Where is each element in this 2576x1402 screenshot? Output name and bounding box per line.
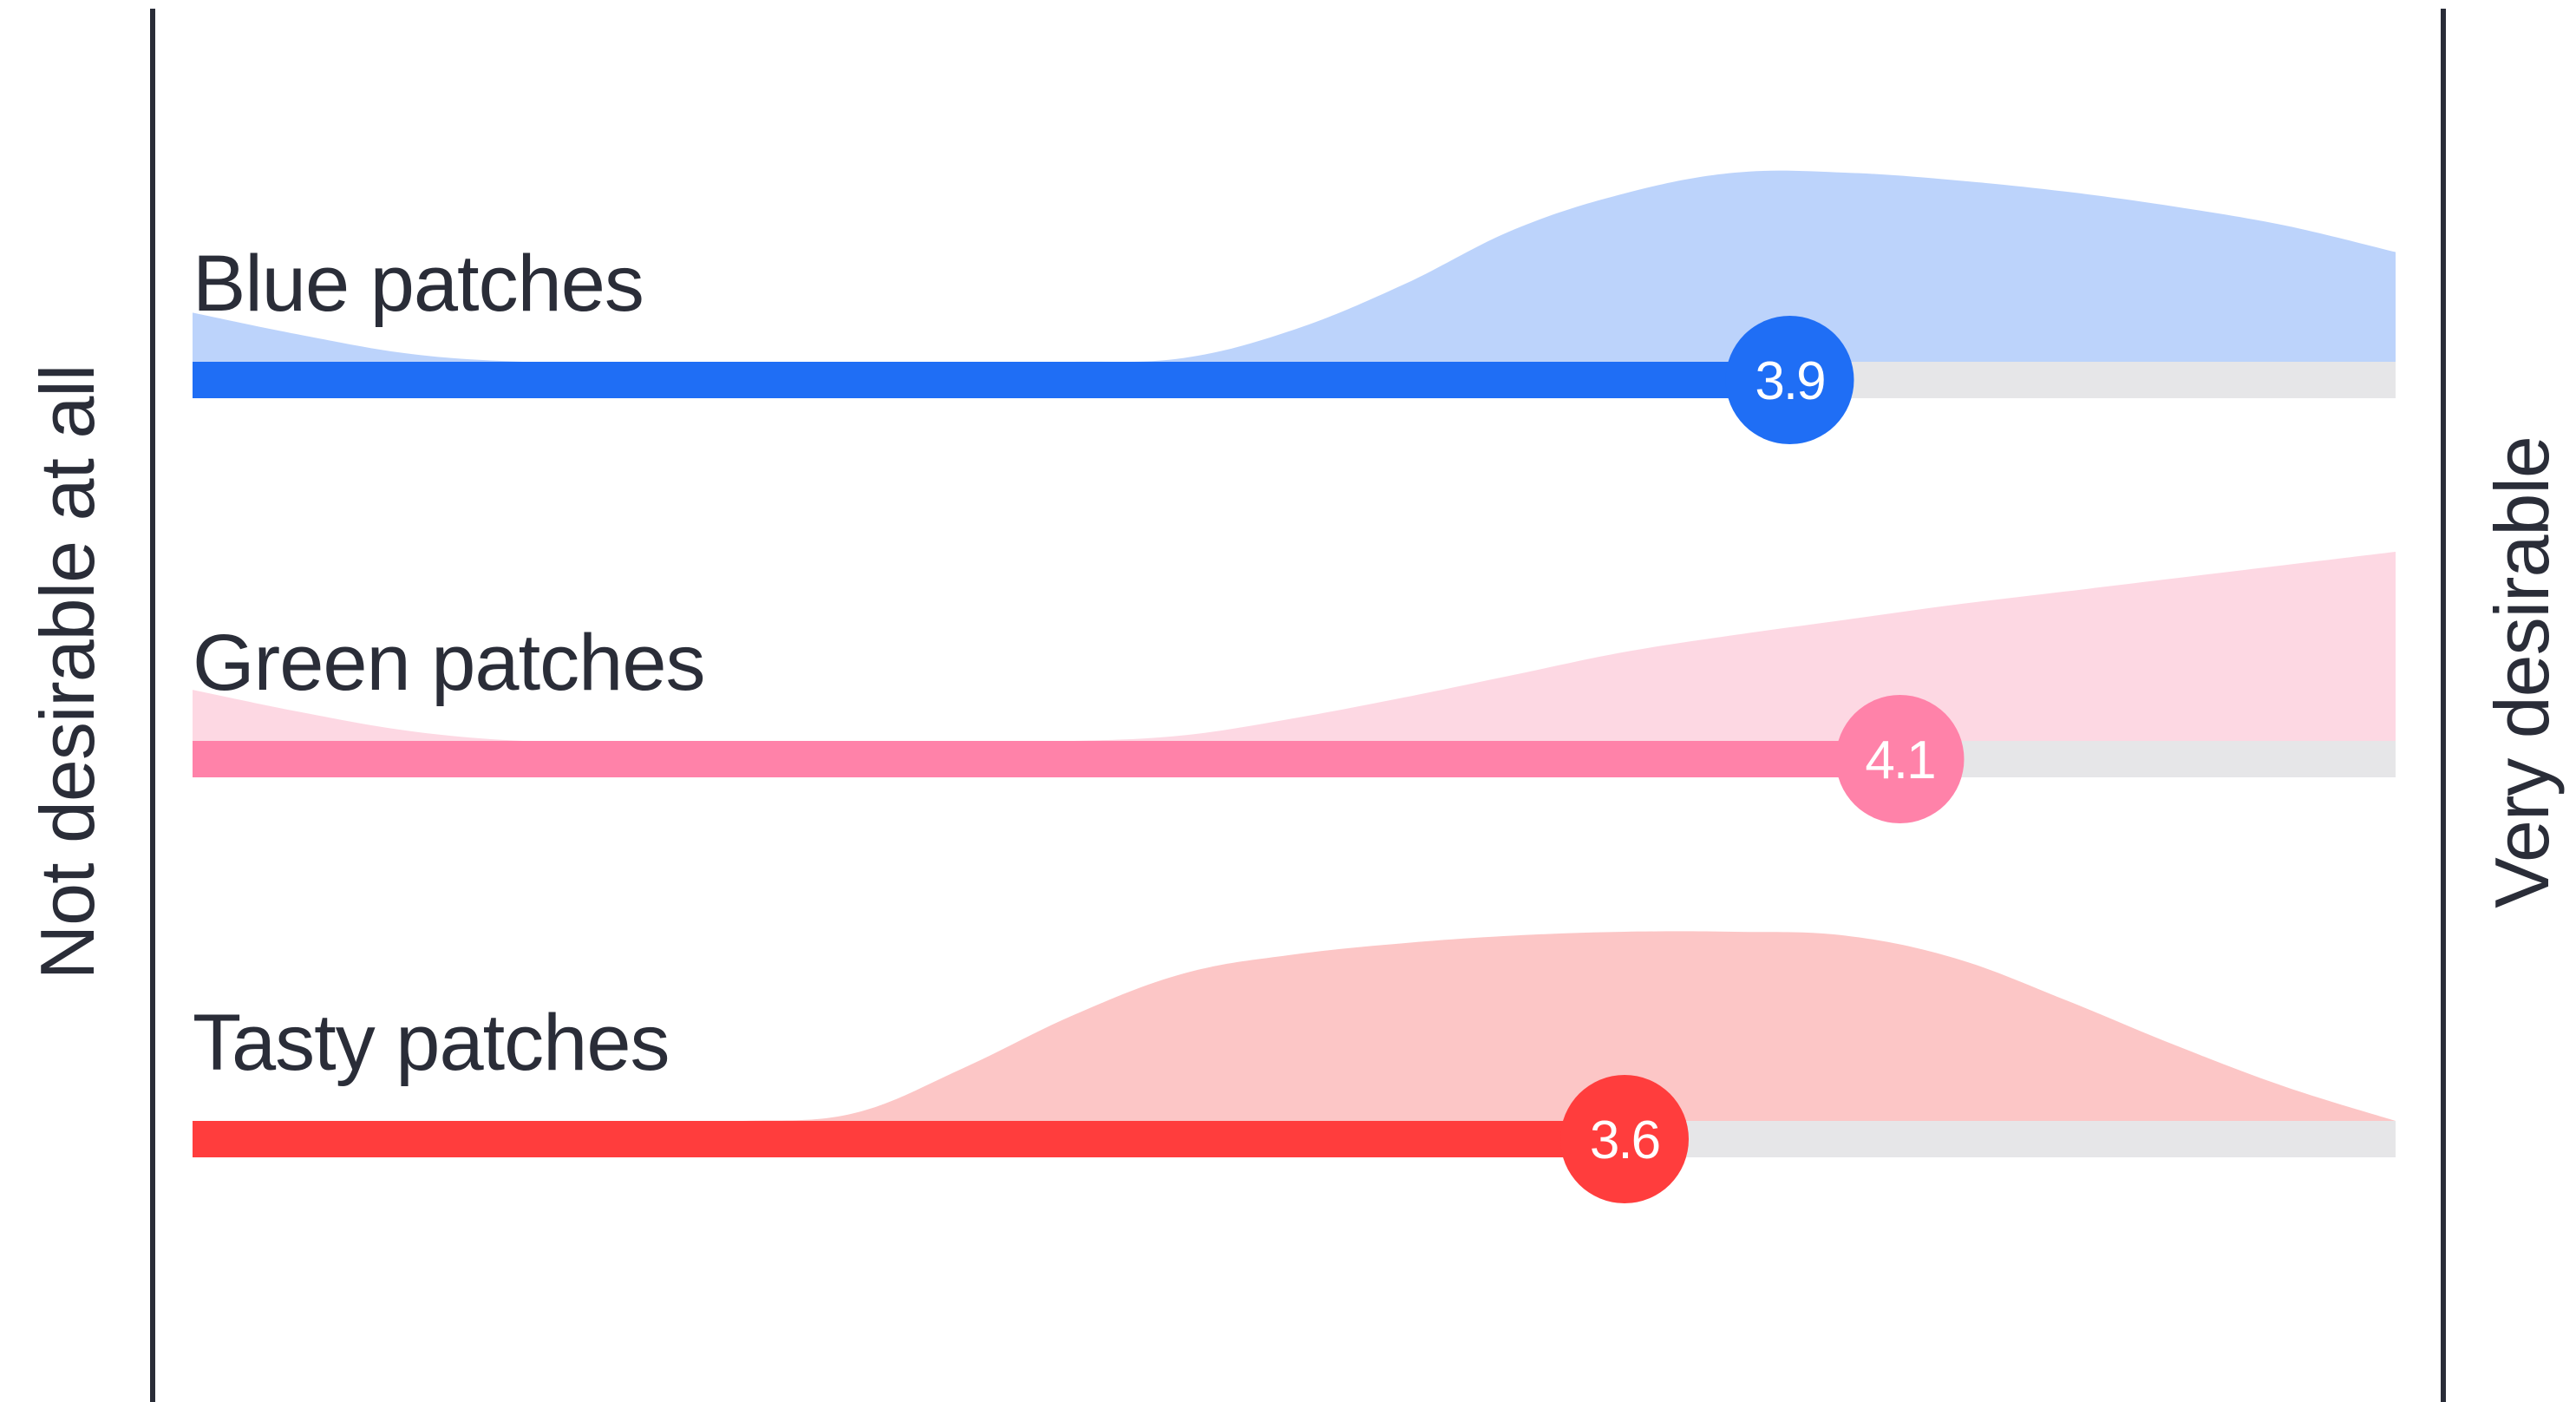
blue-patches-mean-value: 3.9 [1755,351,1824,411]
blue-patches-mean-bar [193,362,1790,398]
tasty-patches-distribution-area [193,931,2396,1122]
tasty-patches-mean-knob [1560,1075,1689,1203]
green-patches-mean-value: 4.1 [1865,730,1934,790]
tasty-patches-label: Tasty patches [193,999,670,1087]
green-patches-distribution-area [193,552,2396,742]
green-patches-mean-knob [1835,695,1965,823]
blue-patches-distribution-area [193,170,2396,363]
tasty-patches-mean-value: 3.6 [1590,1110,1659,1170]
mean-bars: 3.9 4.1 3.6 [193,316,2396,1203]
row-labels: Blue patches Green patches Tasty patches [193,239,705,1087]
tasty-patches-mean-bar [193,1121,1625,1157]
right-axis-label: Very desirable [2479,436,2565,908]
blue-patches-label: Blue patches [193,239,644,328]
green-patches-label: Green patches [193,619,704,707]
left-axis-label: Not desirable at all [24,365,110,980]
blue-patches-mean-knob [1725,316,1854,444]
green-patches-mean-bar [193,741,1900,777]
distribution-areas [193,170,2396,1122]
